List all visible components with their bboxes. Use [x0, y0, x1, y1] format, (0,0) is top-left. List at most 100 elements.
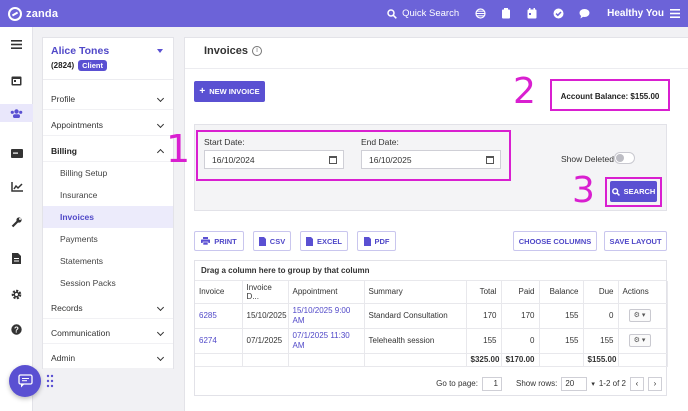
annotation-box-balance — [550, 79, 670, 111]
nav-session-packs[interactable]: Session Packs — [60, 278, 116, 288]
invoice-number-link[interactable]: 6274 — [195, 328, 243, 354]
invoice-number-link[interactable]: 6285 — [195, 303, 243, 329]
due-cell: 155 — [583, 328, 619, 354]
menu-button[interactable] — [0, 35, 33, 53]
chevron-down-icon — [156, 353, 165, 362]
nav-statements[interactable]: Statements — [60, 256, 103, 266]
new-invoice-button[interactable]: + NEW INVOICE — [194, 81, 265, 102]
choose-columns-button[interactable]: CHOOSE COLUMNS — [513, 231, 597, 251]
summary-cell: Telehealth session — [364, 328, 467, 354]
search-button[interactable]: SEARCH — [610, 181, 657, 202]
calendar-button[interactable] — [519, 0, 545, 27]
tasks-button[interactable] — [545, 0, 571, 27]
pager: Go to page: 1 Show rows: 20 ▾ 1-2 of 2 ‹… — [195, 372, 666, 395]
appointment-link[interactable]: 15/10/2025 9:00 AM — [288, 303, 365, 329]
end-date-input[interactable]: 16/10/2025 — [361, 150, 501, 169]
nav-invoices[interactable]: Invoices — [43, 206, 173, 228]
clients-icon — [10, 108, 23, 118]
nav-admin[interactable]: Admin — [43, 347, 173, 369]
csv-button[interactable]: CSV — [253, 231, 291, 251]
gear-icon: ⚙ — [633, 336, 640, 344]
nav-insurance[interactable]: Insurance — [60, 190, 98, 200]
totals-empty — [288, 353, 365, 367]
chevron-down-icon[interactable]: ▾ — [591, 380, 595, 388]
user-menu[interactable]: Healthy You — [597, 0, 688, 27]
client-header[interactable]: Alice Tones (2824) Client — [43, 38, 173, 80]
file-icon — [305, 236, 313, 246]
chevron-down-icon — [156, 303, 165, 312]
nav-billing-setup[interactable]: Billing Setup — [60, 168, 108, 178]
globe-button[interactable] — [467, 0, 493, 27]
show-deleted-toggle[interactable] — [614, 152, 635, 164]
gear-icon: ⚙ — [633, 311, 640, 319]
rail-documents[interactable] — [0, 249, 33, 267]
file-icon — [258, 236, 266, 246]
caret-down-icon: ▾ — [641, 311, 646, 319]
column-header[interactable]: Balance — [539, 281, 584, 304]
previous-page-button[interactable]: ‹ — [630, 376, 644, 391]
table-row: 6285 15/10/2025 15/10/2025 9:00 AM Stand… — [195, 303, 668, 329]
nav-communication-label: Communication — [51, 327, 111, 338]
row-actions-button[interactable]: ⚙ ▾ — [628, 334, 651, 347]
table-row: 6274 07/1/2025 07/1/2025 11:30 AM Telehe… — [195, 328, 668, 354]
drag-handle-icon[interactable] — [46, 374, 54, 388]
show-deleted-label: Show Deleted — [561, 154, 614, 164]
zanda-logo[interactable]: zanda — [8, 6, 58, 21]
pdf-button[interactable]: PDF — [357, 231, 396, 251]
excel-button[interactable]: EXCEL — [300, 231, 348, 251]
rows-per-page-select[interactable]: 20 — [561, 376, 588, 391]
nav-profile[interactable]: Profile — [43, 88, 173, 110]
caret-down-icon[interactable] — [157, 49, 163, 53]
help-icon: ? — [11, 323, 22, 335]
search-label: SEARCH — [623, 187, 656, 196]
rail-settings[interactable] — [0, 285, 33, 303]
rail-billing[interactable] — [0, 144, 33, 162]
rail-tools[interactable] — [0, 213, 33, 231]
clipboard-button[interactable] — [493, 0, 519, 27]
nav-communication[interactable]: Communication — [43, 322, 173, 344]
start-date-input[interactable]: 16/10/2024 — [204, 150, 344, 169]
info-icon[interactable]: i — [252, 46, 263, 56]
column-header[interactable]: Total — [466, 281, 502, 304]
chevron-down-icon — [156, 94, 165, 103]
nav-payments[interactable]: Payments — [60, 234, 98, 244]
chat-launcher-button[interactable] — [9, 365, 41, 397]
excel-label: EXCEL — [316, 236, 342, 246]
messages-button[interactable] — [571, 0, 597, 27]
nav-records[interactable]: Records — [43, 297, 173, 319]
nav-billing[interactable]: Billing — [43, 140, 173, 162]
actions-cell: ⚙ ▾ — [618, 328, 668, 354]
print-button[interactable]: PRINT — [194, 231, 244, 251]
column-header[interactable]: Due — [583, 281, 619, 304]
row-actions-button[interactable]: ⚙ ▾ — [628, 309, 651, 322]
chat-icon — [17, 374, 33, 388]
rail-clients[interactable] — [0, 104, 33, 122]
rail-calendar[interactable] — [0, 71, 33, 89]
rail-help[interactable]: ? — [0, 320, 33, 338]
save-layout-button[interactable]: SAVE LAYOUT — [604, 231, 667, 251]
nav-appointments[interactable]: Appointments — [43, 114, 173, 136]
calendar-icon[interactable] — [329, 156, 337, 164]
billing-card-icon — [10, 148, 23, 158]
column-header[interactable]: Invoice — [195, 281, 243, 304]
document-icon — [12, 252, 21, 264]
chevron-down-icon — [156, 328, 165, 337]
calendar-icon[interactable] — [486, 156, 494, 164]
column-header[interactable]: Appointment — [288, 281, 365, 304]
column-header[interactable]: Actions — [618, 281, 668, 304]
page-number-input[interactable]: 1 — [481, 376, 502, 391]
appointment-link[interactable]: 07/1/2025 11:30 AM — [288, 328, 365, 354]
next-page-button[interactable]: › — [648, 376, 662, 391]
pdf-label: PDF — [374, 236, 390, 246]
left-rail: ? — [0, 27, 33, 411]
rail-reports[interactable] — [0, 178, 33, 196]
totals-empty — [242, 353, 289, 367]
column-header[interactable]: Invoice D... — [242, 281, 289, 304]
search-icon — [387, 8, 397, 19]
column-header[interactable]: Paid — [501, 281, 540, 304]
group-by-drop-zone[interactable]: Drag a column here to group by that colu… — [195, 261, 666, 281]
quick-search-button[interactable]: Quick Search — [379, 8, 467, 19]
total-sum: $325.00 — [466, 353, 502, 367]
column-header[interactable]: Summary — [364, 281, 467, 304]
svg-text:?: ? — [14, 325, 19, 334]
